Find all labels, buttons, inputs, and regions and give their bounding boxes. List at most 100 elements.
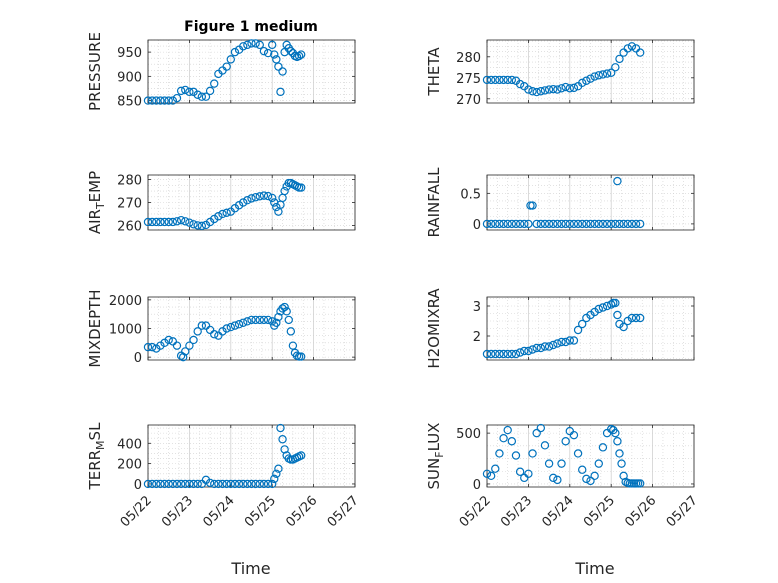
data-point <box>623 219 632 229</box>
y-axis-label: SUNFLUX <box>425 423 446 490</box>
y-tick-label: 850 <box>117 95 142 110</box>
data-point <box>557 459 566 468</box>
data-point <box>222 62 231 71</box>
data-point <box>259 315 269 325</box>
data-point <box>230 479 240 489</box>
data-point <box>561 337 570 347</box>
data-point <box>230 321 240 330</box>
data-point <box>617 459 626 468</box>
data-point <box>515 348 525 357</box>
data-point <box>234 320 244 329</box>
data-point <box>255 192 264 201</box>
data-point <box>294 51 304 61</box>
data-point <box>172 479 182 489</box>
data-point <box>557 84 566 93</box>
data-point <box>278 67 287 76</box>
data-point <box>251 315 260 325</box>
data-point <box>590 72 599 81</box>
data-point <box>503 349 512 359</box>
data-point <box>532 219 541 229</box>
data-point <box>193 221 202 230</box>
grid <box>147 297 356 360</box>
y-axis-label: RAINFALL <box>425 167 443 238</box>
data-point <box>540 342 550 351</box>
y-tick-label: 0 <box>473 478 481 493</box>
subplot-1: 850 900 950 PRESSURE <box>86 32 356 111</box>
y-tick-label: 950 <box>117 46 142 61</box>
data-point <box>178 352 188 362</box>
axes-box <box>486 296 695 361</box>
data-point <box>143 342 153 352</box>
data-point <box>602 219 612 229</box>
data-point <box>582 219 591 229</box>
data-point <box>160 338 169 348</box>
data-point <box>286 46 296 56</box>
data-point <box>164 335 173 345</box>
y-axis-label: H2OMIXRA <box>425 288 443 369</box>
data-point <box>611 219 620 229</box>
data-point <box>582 76 591 85</box>
data-point <box>573 219 583 229</box>
data-point <box>528 87 537 96</box>
data-point <box>176 479 186 489</box>
y-tick-label: 400 <box>117 437 142 452</box>
x-tick-label: 05/26 <box>622 493 659 530</box>
data-point <box>561 437 570 446</box>
data-series <box>482 423 645 488</box>
x-tick-label: 05/25 <box>581 493 618 530</box>
data-point <box>147 479 157 489</box>
data-point <box>205 86 215 96</box>
data-point <box>274 464 283 473</box>
data-point <box>598 70 608 79</box>
data-point <box>569 219 579 229</box>
y-axis-label: MIXDEPTH <box>86 289 104 367</box>
data-point <box>511 349 521 359</box>
data-point <box>623 44 632 53</box>
data-point <box>549 219 558 229</box>
data-point <box>578 465 587 474</box>
data-point <box>573 325 583 335</box>
data-point <box>160 479 169 489</box>
data-point <box>251 39 260 48</box>
data-point <box>247 39 256 48</box>
data-point <box>594 71 603 80</box>
data-point <box>491 349 500 359</box>
data-point <box>611 298 620 308</box>
data-point <box>607 300 616 309</box>
data-point <box>152 479 161 489</box>
data-point <box>274 62 283 71</box>
x-axis-label-left: Time <box>230 559 270 578</box>
data-point <box>218 209 227 219</box>
data-point <box>520 219 529 229</box>
data-point <box>255 40 264 50</box>
data-point <box>549 84 558 94</box>
x-tick-label: 05/24 <box>540 493 577 530</box>
data-series <box>143 423 306 489</box>
data-point <box>176 86 186 96</box>
data-point <box>507 437 517 446</box>
data-point <box>156 479 165 489</box>
data-point <box>515 219 525 229</box>
data-point <box>234 479 244 489</box>
data-point <box>586 476 595 486</box>
data-point <box>143 96 153 105</box>
data-point <box>268 193 277 203</box>
data-point <box>507 75 517 85</box>
data-point <box>278 193 287 203</box>
data-point <box>495 75 504 85</box>
data-series <box>482 176 645 229</box>
data-point <box>532 428 541 438</box>
data-point <box>185 87 194 97</box>
data-point <box>222 479 231 489</box>
data-point <box>615 219 624 229</box>
data-point <box>189 220 198 229</box>
data-point <box>197 221 207 231</box>
data-point <box>594 459 603 468</box>
data-point <box>482 349 492 359</box>
data-point <box>557 337 566 347</box>
data-point <box>540 86 550 95</box>
data-point <box>286 327 296 336</box>
data-point <box>635 313 645 323</box>
subplot-4: 0 0.5 RAINFALL <box>425 167 695 238</box>
